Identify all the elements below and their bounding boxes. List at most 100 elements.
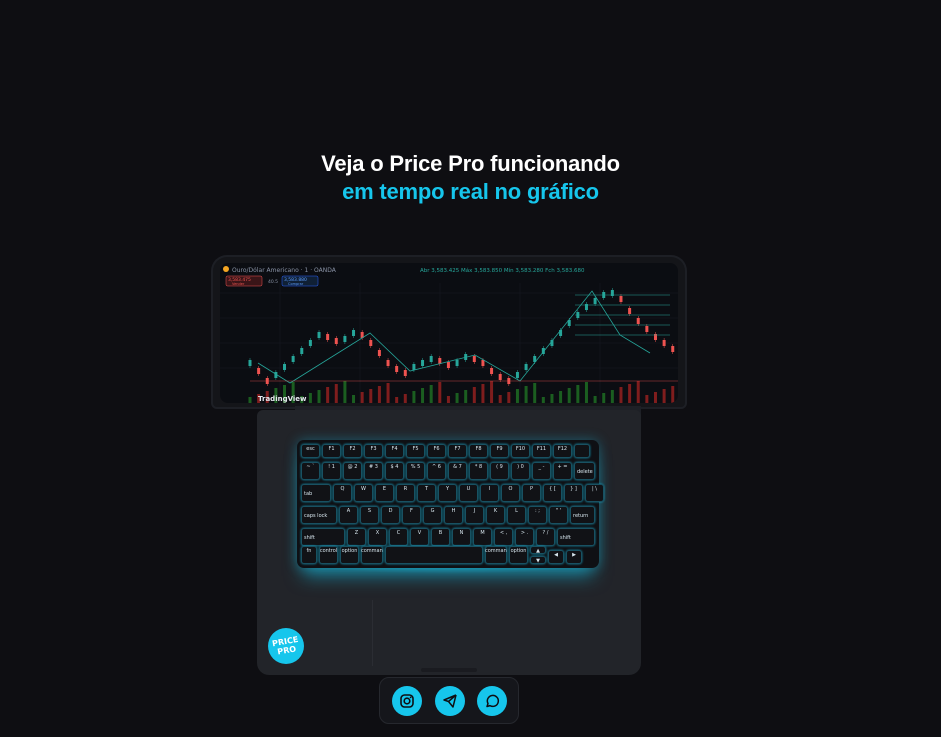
laptop-notch: [421, 668, 477, 672]
key[interactable]: F1: [322, 444, 341, 458]
key[interactable]: < ,: [494, 528, 513, 546]
key[interactable]: J: [465, 506, 484, 524]
key[interactable]: T: [417, 484, 436, 502]
key[interactable]: F12: [553, 444, 572, 458]
key[interactable]: shift: [557, 528, 595, 546]
sell-box[interactable]: [225, 275, 263, 287]
key[interactable]: option: [509, 546, 528, 564]
key[interactable]: * 8: [469, 462, 488, 480]
volume-bar: [533, 383, 537, 403]
key[interactable]: [385, 546, 483, 564]
key[interactable]: ~ `: [301, 462, 320, 480]
key[interactable]: shift: [301, 528, 345, 546]
spread-value: 40.5: [268, 279, 278, 285]
key[interactable]: O: [501, 484, 520, 502]
candle-body: [671, 346, 675, 352]
key[interactable]: @ 2: [343, 462, 362, 480]
key[interactable]: D: [381, 506, 400, 524]
key[interactable]: K: [486, 506, 505, 524]
key[interactable]: F9: [490, 444, 509, 458]
key[interactable]: B: [431, 528, 450, 546]
candle-body: [283, 364, 287, 370]
key[interactable]: F4: [385, 444, 404, 458]
key[interactable]: ◀: [548, 550, 564, 564]
key[interactable]: R: [396, 484, 415, 502]
key[interactable]: F5: [406, 444, 425, 458]
key[interactable]: [574, 444, 590, 458]
key[interactable]: : ;: [528, 506, 547, 524]
candle-body: [636, 318, 640, 324]
candle-body: [343, 336, 347, 342]
key[interactable]: F2: [343, 444, 362, 458]
key[interactable]: # 3: [364, 462, 383, 480]
key[interactable]: ( 9: [490, 462, 509, 480]
instagram-button[interactable]: [392, 686, 422, 716]
candle-body: [593, 298, 597, 304]
key[interactable]: F: [402, 506, 421, 524]
key[interactable]: P: [522, 484, 541, 502]
key[interactable]: L: [507, 506, 526, 524]
telegram-button[interactable]: [435, 686, 465, 716]
key[interactable]: M: [473, 528, 492, 546]
key[interactable]: W: [354, 484, 373, 502]
key[interactable]: ) 0: [511, 462, 530, 480]
key[interactable]: option: [340, 546, 359, 564]
key[interactable]: | \: [585, 484, 604, 502]
key[interactable]: tab: [301, 484, 331, 502]
candle-body: [584, 304, 588, 310]
candle-body: [628, 308, 632, 314]
hero-title-line1: Veja o Price Pro funcionando: [321, 151, 620, 176]
volume-bar: [283, 385, 287, 403]
key[interactable]: Q: [333, 484, 352, 502]
key[interactable]: esc: [301, 444, 320, 458]
key[interactable]: Z: [347, 528, 366, 546]
key[interactable]: & 7: [448, 462, 467, 480]
key[interactable]: S: [360, 506, 379, 524]
key[interactable]: F7: [448, 444, 467, 458]
key[interactable]: command: [485, 546, 507, 564]
key[interactable]: Y: [438, 484, 457, 502]
key[interactable]: caps lock: [301, 506, 337, 524]
key[interactable]: delete: [574, 462, 595, 480]
key[interactable]: % 5: [406, 462, 425, 480]
key[interactable]: ? /: [536, 528, 555, 546]
key[interactable]: ▼: [530, 556, 546, 564]
candle-body: [300, 348, 304, 354]
key[interactable]: F11: [532, 444, 551, 458]
volume-bar: [464, 390, 468, 403]
volume-bar: [610, 390, 614, 403]
key[interactable]: + =: [553, 462, 572, 480]
key[interactable]: F3: [364, 444, 383, 458]
key[interactable]: F6: [427, 444, 446, 458]
whatsapp-button[interactable]: [477, 686, 507, 716]
key[interactable]: return: [570, 506, 595, 524]
key[interactable]: H: [444, 506, 463, 524]
key[interactable]: F8: [469, 444, 488, 458]
candle-body: [446, 362, 450, 368]
key[interactable]: > .: [515, 528, 534, 546]
key[interactable]: U: [459, 484, 478, 502]
key[interactable]: ▲: [530, 546, 546, 554]
key[interactable]: F10: [511, 444, 530, 458]
key[interactable]: ▶: [566, 550, 582, 564]
key[interactable]: A: [339, 506, 358, 524]
key[interactable]: I: [480, 484, 499, 502]
key[interactable]: { [: [543, 484, 562, 502]
key[interactable]: " ': [549, 506, 568, 524]
buy-box[interactable]: [281, 275, 319, 287]
key[interactable]: command: [361, 546, 383, 564]
key[interactable]: G: [423, 506, 442, 524]
candle-body: [291, 356, 295, 362]
key[interactable]: N: [452, 528, 471, 546]
key[interactable]: control: [319, 546, 338, 564]
key[interactable]: X: [368, 528, 387, 546]
key[interactable]: fn: [301, 546, 317, 564]
key[interactable]: $ 4: [385, 462, 404, 480]
key[interactable]: E: [375, 484, 394, 502]
key[interactable]: C: [389, 528, 408, 546]
key[interactable]: _ -: [532, 462, 551, 480]
key[interactable]: ! 1: [322, 462, 341, 480]
key[interactable]: ^ 6: [427, 462, 446, 480]
key[interactable]: } ]: [564, 484, 583, 502]
key[interactable]: V: [410, 528, 429, 546]
